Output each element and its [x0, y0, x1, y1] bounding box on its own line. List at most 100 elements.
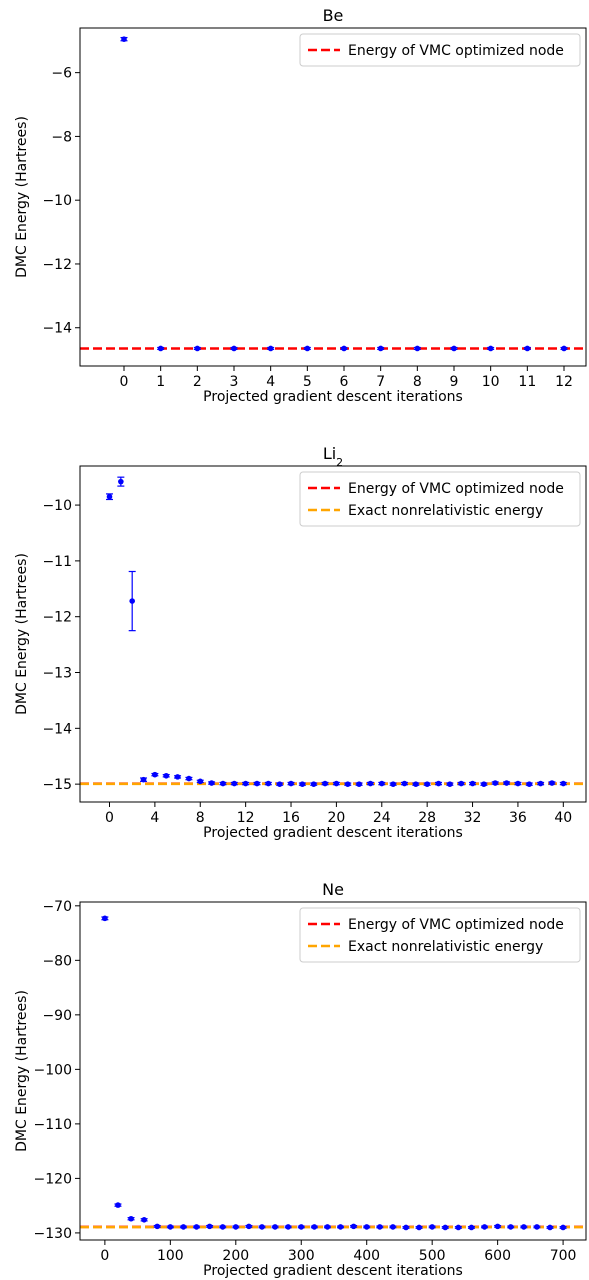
data-point	[106, 493, 113, 500]
plot-frame	[79, 27, 587, 367]
data-point	[276, 781, 283, 787]
x-tick-label: 600	[484, 1248, 511, 1264]
data-point	[304, 345, 311, 352]
data-point	[102, 915, 108, 922]
data-point	[492, 780, 499, 786]
chart-panel-2: Ne 0 100 200 300 400 500 600 700 −130 −120 −110 −100…	[14, 880, 587, 1279]
data-point	[414, 345, 421, 352]
data-point	[377, 345, 384, 352]
data-point	[333, 780, 340, 787]
data-point	[515, 780, 521, 787]
data-point	[390, 781, 396, 787]
data-point	[481, 1224, 488, 1230]
y-tick-label: −14	[42, 721, 72, 737]
chart-title: Li2	[323, 444, 343, 469]
data-point	[267, 345, 274, 352]
x-tick-label: 2	[193, 374, 202, 390]
data-point	[152, 771, 158, 778]
data-point	[118, 478, 124, 485]
data-point	[115, 1202, 121, 1208]
x-tick-label: 16	[282, 810, 300, 826]
data-point	[403, 1224, 409, 1231]
chart-panel-1: Li2 0 4 8 12 16 20 24 28 32 36 40 −15 −14 −13 −12 −11 −10…	[14, 444, 587, 841]
x-axis-label: Projected gradient descent iterations	[203, 1263, 463, 1279]
data-point	[451, 345, 457, 352]
data-point	[246, 1223, 252, 1230]
x-tick-label: 8	[196, 810, 205, 826]
data-point	[231, 780, 238, 787]
data-point	[350, 1223, 357, 1230]
data-point	[311, 1224, 318, 1230]
x-tick-label: 7	[376, 374, 385, 390]
y-tick-label: −10	[42, 498, 72, 514]
x-tick-label: 11	[518, 374, 536, 390]
data-point	[537, 780, 544, 787]
y-tick-label: −130	[34, 1226, 72, 1242]
data-point	[521, 1224, 527, 1230]
data-point	[337, 1224, 344, 1230]
legend-frame	[299, 33, 581, 67]
x-tick-label: 9	[450, 374, 459, 390]
x-tick-label: 8	[413, 374, 422, 390]
x-tick-label: 10	[482, 374, 500, 390]
data-point	[208, 780, 215, 786]
data-point	[377, 1224, 383, 1230]
x-tick-label: 400	[353, 1248, 380, 1264]
legend: Energy of VMC optimized node Exact nonrel…	[299, 907, 581, 963]
data-point	[481, 781, 487, 787]
chart-title-subscript: 2	[336, 456, 343, 469]
data-point	[174, 774, 181, 780]
y-axis-label: DMC Energy (Hartrees)	[14, 553, 30, 715]
data-point	[413, 781, 419, 787]
data-point	[363, 1224, 370, 1230]
data-point	[322, 780, 328, 787]
x-tick-label: 0	[100, 1248, 109, 1264]
y-tick-label: −12	[42, 257, 72, 273]
data-point	[378, 780, 385, 787]
x-tick-label: 40	[554, 810, 572, 826]
data-point	[549, 780, 555, 786]
legend-label: Exact nonrelativistic energy	[348, 939, 543, 955]
y-tick-label: −13	[42, 666, 72, 682]
x-tick-label: 28	[418, 810, 436, 826]
data-point	[468, 1224, 475, 1231]
x-axis-label: Projected gradient descent iterations	[203, 389, 463, 405]
data-point	[272, 1224, 278, 1230]
data-point	[526, 781, 533, 787]
y-tick-label: −110	[34, 1117, 72, 1133]
data-point	[344, 781, 351, 787]
y-tick-label: −70	[42, 899, 72, 915]
legend-label: Exact nonrelativistic energy	[348, 503, 543, 519]
x-tick-label: 5	[303, 374, 312, 390]
x-tick-label: 4	[266, 374, 275, 390]
chart-title: Be	[323, 6, 344, 25]
legend-label: Energy of VMC optimized node	[348, 43, 564, 59]
y-axis-label: DMC Energy (Hartrees)	[14, 116, 30, 278]
data-point	[494, 1223, 501, 1230]
y-tick-label: −14	[42, 321, 72, 337]
data-point	[560, 780, 567, 787]
y-tick-label: −80	[42, 953, 72, 969]
data-point	[242, 780, 249, 787]
data-point	[507, 1224, 514, 1230]
data-point	[560, 1224, 566, 1231]
y-tick-label: −90	[42, 1008, 72, 1024]
data-point	[288, 780, 294, 787]
data-point	[356, 781, 362, 787]
chart-panel-0: Be0 1 2 3 4 5 6 7 8 9 10 11 12−14−12−10−8−6Projected…	[14, 6, 587, 405]
data-point	[310, 781, 317, 787]
legend-label: Energy of VMC optimized node	[348, 917, 564, 933]
y-tick-label: −100	[34, 1062, 72, 1078]
x-tick-label: 500	[419, 1248, 446, 1264]
x-tick-label: 6	[340, 374, 349, 390]
y-tick-label: −10	[42, 193, 72, 209]
data-point	[298, 1224, 305, 1230]
data-point	[487, 345, 494, 352]
x-tick-label: 24	[373, 810, 391, 826]
chart-title: Ne	[322, 880, 344, 899]
data-point	[219, 1224, 226, 1230]
data-point	[265, 780, 272, 787]
x-tick-label: 4	[150, 810, 159, 826]
